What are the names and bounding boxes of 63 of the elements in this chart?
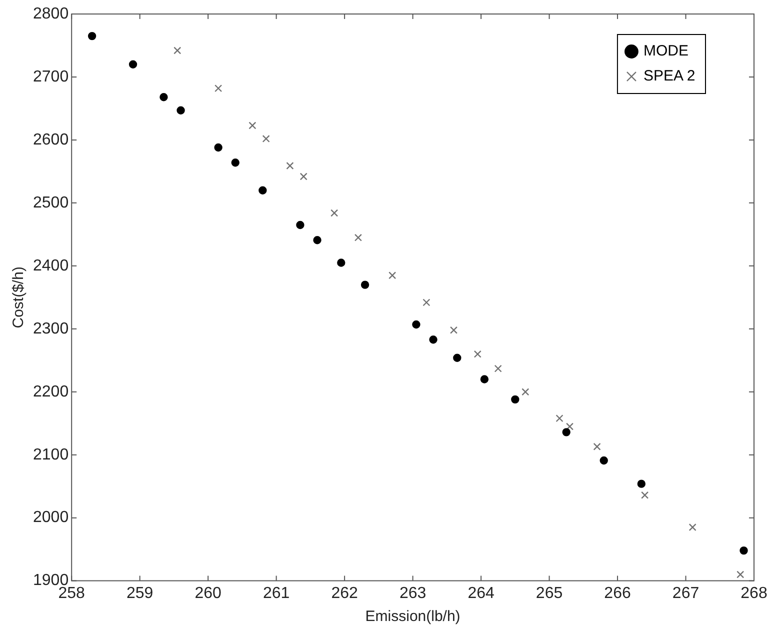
point xyxy=(429,335,438,344)
x-tick-label: 267 xyxy=(672,584,700,602)
point xyxy=(562,428,570,436)
point xyxy=(736,570,744,578)
y-tick-label: 2500 xyxy=(33,194,69,212)
point xyxy=(214,143,222,152)
point xyxy=(286,162,294,170)
point xyxy=(522,388,530,396)
point xyxy=(494,364,502,372)
point xyxy=(337,258,346,267)
x-tick-label: 264 xyxy=(468,584,494,602)
point xyxy=(388,272,396,280)
point xyxy=(231,158,240,167)
legend-label: SPEA 2 xyxy=(643,68,696,85)
point xyxy=(214,84,222,92)
x-tick-label: 259 xyxy=(126,584,154,602)
y-tick-label: 2700 xyxy=(33,68,69,86)
point xyxy=(474,350,482,358)
y-tick-label: 2000 xyxy=(33,509,69,526)
y-tick-label: 2400 xyxy=(33,257,69,274)
point xyxy=(248,122,256,130)
x-tick-label: 268 xyxy=(740,584,768,602)
x-tick-label: 263 xyxy=(399,584,426,602)
point xyxy=(422,298,430,306)
point xyxy=(258,186,267,194)
x-axis-title: Emission(lb/h) xyxy=(365,608,460,626)
point xyxy=(300,172,308,180)
point xyxy=(174,46,182,54)
y-tick-label: 2800 xyxy=(33,5,69,22)
y-tick-label: 2600 xyxy=(33,131,69,148)
x-tick-label: 261 xyxy=(262,584,290,602)
point xyxy=(128,60,138,68)
point xyxy=(556,414,564,422)
point xyxy=(600,456,608,465)
point xyxy=(262,134,270,142)
point xyxy=(566,422,574,430)
y-tick-label: 2200 xyxy=(33,383,69,400)
y-tick-label: 2300 xyxy=(33,320,69,338)
point xyxy=(641,491,649,499)
point xyxy=(740,546,748,555)
point xyxy=(354,234,362,242)
point xyxy=(453,354,462,362)
y-axis-title: Cost($/h) xyxy=(10,266,28,328)
legend-label: MODE xyxy=(643,42,688,60)
point xyxy=(593,442,601,450)
x-tick-label: 260 xyxy=(194,584,222,602)
point xyxy=(360,280,370,289)
point xyxy=(412,320,420,329)
x-tick-label: 262 xyxy=(331,584,358,602)
point xyxy=(160,93,168,102)
x-tick-label: 265 xyxy=(536,584,563,602)
point xyxy=(176,106,185,114)
y-tick-label: 2100 xyxy=(33,446,69,464)
point xyxy=(450,326,458,334)
point xyxy=(637,480,646,488)
point xyxy=(88,32,96,40)
point xyxy=(296,220,304,230)
x-tick-label: 266 xyxy=(604,584,631,602)
point xyxy=(313,236,322,244)
point xyxy=(480,375,489,384)
point xyxy=(688,523,696,532)
point xyxy=(330,209,338,217)
point xyxy=(511,395,520,404)
